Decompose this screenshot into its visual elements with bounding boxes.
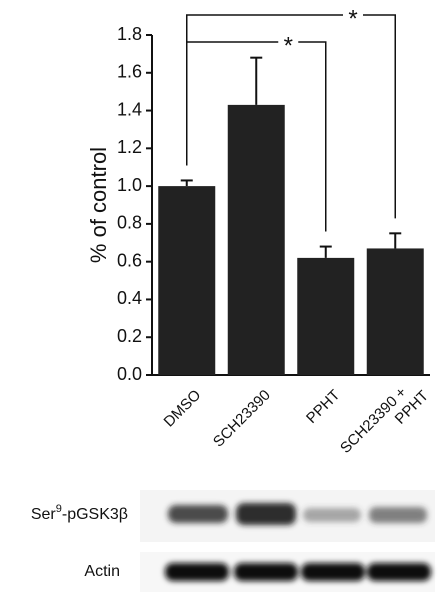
band [301,563,365,581]
x-tick-label: PPHT [303,387,343,427]
blot-label-text: Ser [31,506,57,523]
significance-label: * [284,32,293,59]
significance-label: * [348,5,357,32]
y-tick-label: 0.6 [117,250,142,270]
y-tick-label: 1.8 [117,24,142,44]
blot-label: Actin [84,563,120,580]
x-tick-label: SCH23390 [210,387,274,451]
band [236,503,296,525]
band [234,563,298,581]
y-tick-label: 1.4 [117,99,142,119]
band [303,508,361,522]
bar [158,186,216,375]
asterisk-bg [278,36,299,48]
y-tick-label: 1.0 [117,175,142,195]
blot-label-text: -pGSK3β [62,506,128,523]
blot-label-sup: 9 [56,503,62,515]
x-tick-label: SCH23390 +PPHT [337,375,432,470]
bar [297,257,355,375]
band [168,505,228,523]
y-tick-label: 0.2 [117,326,142,346]
bar [227,104,285,375]
y-tick-label: 1.2 [117,137,142,157]
y-tick-label: 0.8 [117,213,142,233]
blot-label: Ser9-pGSK3β [31,503,128,523]
significance-bracket [186,41,327,232]
band [369,507,427,523]
bar [366,248,424,375]
band [367,563,431,581]
y-tick-label: 1.6 [117,62,142,82]
blot [140,490,435,592]
y-axis-label: % of control [86,147,111,263]
band [165,563,229,581]
asterisk-bg [343,9,363,21]
y-tick-label: 0.0 [117,364,142,384]
y-tick-label: 0.4 [117,288,142,308]
x-tick-label: DMSO [161,387,205,431]
